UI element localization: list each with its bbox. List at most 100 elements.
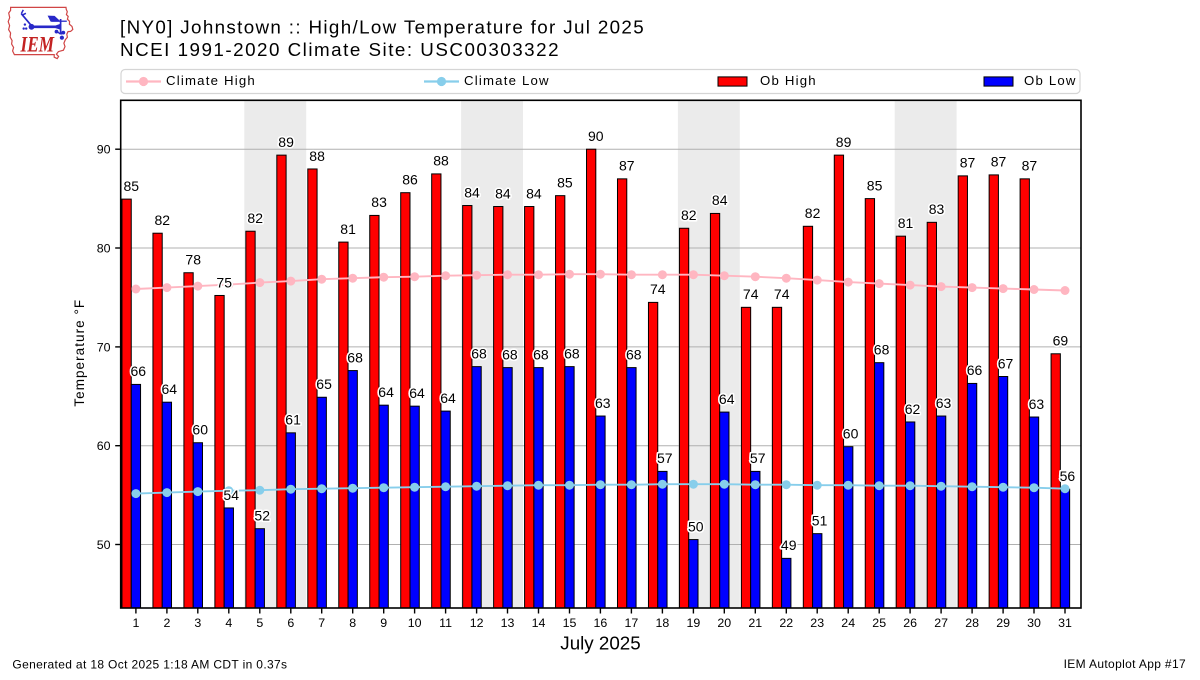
svg-text:IEM Autoplot App #17: IEM Autoplot App #17 bbox=[1064, 657, 1186, 671]
svg-text:19: 19 bbox=[687, 616, 701, 630]
svg-text:13: 13 bbox=[501, 616, 515, 630]
svg-text:74: 74 bbox=[743, 286, 759, 302]
svg-text:69: 69 bbox=[1053, 333, 1069, 349]
svg-text:57: 57 bbox=[750, 450, 766, 466]
svg-text:9: 9 bbox=[380, 616, 387, 630]
svg-text:NCEI 1991-2020 Climate Site: U: NCEI 1991-2020 Climate Site: USC00303322 bbox=[120, 39, 560, 60]
svg-text:11: 11 bbox=[439, 616, 452, 630]
svg-text:87: 87 bbox=[960, 155, 976, 171]
svg-text:78: 78 bbox=[185, 252, 201, 268]
svg-text:60: 60 bbox=[192, 422, 208, 438]
svg-text:24: 24 bbox=[841, 616, 855, 630]
svg-text:7: 7 bbox=[318, 616, 325, 630]
svg-text:18: 18 bbox=[656, 616, 670, 630]
svg-text:64: 64 bbox=[440, 390, 456, 406]
svg-text:20: 20 bbox=[717, 616, 731, 630]
svg-text:84: 84 bbox=[712, 192, 728, 208]
svg-text:68: 68 bbox=[502, 346, 518, 362]
svg-text:[NY0] Johnstown :: High/Low Te: [NY0] Johnstown :: High/Low Temperature … bbox=[120, 17, 645, 38]
svg-text:83: 83 bbox=[929, 201, 945, 217]
svg-text:Ob High: Ob High bbox=[760, 73, 817, 88]
svg-text:4: 4 bbox=[225, 616, 232, 630]
svg-text:89: 89 bbox=[278, 134, 294, 150]
svg-text:74: 74 bbox=[774, 286, 790, 302]
svg-text:52: 52 bbox=[254, 508, 270, 524]
svg-text:14: 14 bbox=[532, 616, 546, 630]
svg-text:Generated at 18 Oct 2025 1:18: Generated at 18 Oct 2025 1:18 AM CDT in … bbox=[12, 657, 287, 671]
svg-text:51: 51 bbox=[812, 512, 828, 528]
svg-text:31: 31 bbox=[1058, 616, 1072, 630]
svg-text:Climate High: Climate High bbox=[166, 73, 256, 88]
svg-text:75: 75 bbox=[216, 274, 232, 290]
svg-text:84: 84 bbox=[495, 185, 511, 201]
svg-text:50: 50 bbox=[97, 538, 111, 552]
svg-text:30: 30 bbox=[1027, 616, 1041, 630]
svg-text:64: 64 bbox=[409, 385, 425, 401]
svg-text:67: 67 bbox=[998, 355, 1014, 371]
svg-text:88: 88 bbox=[309, 148, 325, 164]
svg-text:60: 60 bbox=[843, 426, 859, 442]
svg-text:1: 1 bbox=[132, 616, 139, 630]
svg-text:68: 68 bbox=[471, 345, 487, 361]
svg-text:49: 49 bbox=[781, 537, 797, 553]
svg-text:6: 6 bbox=[287, 616, 294, 630]
svg-text:July 2025: July 2025 bbox=[560, 633, 640, 654]
svg-text:82: 82 bbox=[247, 210, 263, 226]
svg-text:63: 63 bbox=[1029, 396, 1045, 412]
svg-text:5: 5 bbox=[256, 616, 263, 630]
svg-text:28: 28 bbox=[965, 616, 979, 630]
svg-text:23: 23 bbox=[810, 616, 824, 630]
svg-text:15: 15 bbox=[563, 616, 577, 630]
svg-text:84: 84 bbox=[526, 185, 542, 201]
svg-text:21: 21 bbox=[748, 616, 762, 630]
svg-text:74: 74 bbox=[650, 281, 666, 297]
svg-text:2: 2 bbox=[163, 616, 170, 630]
svg-text:12: 12 bbox=[470, 616, 484, 630]
svg-text:56: 56 bbox=[1060, 468, 1076, 484]
svg-text:27: 27 bbox=[934, 616, 948, 630]
svg-text:68: 68 bbox=[874, 342, 890, 358]
svg-text:80: 80 bbox=[97, 241, 111, 255]
svg-text:85: 85 bbox=[867, 177, 883, 193]
svg-text:84: 84 bbox=[464, 184, 480, 200]
svg-text:87: 87 bbox=[1022, 158, 1038, 174]
svg-text:54: 54 bbox=[223, 487, 239, 503]
svg-text:83: 83 bbox=[371, 194, 387, 210]
svg-text:Climate Low: Climate Low bbox=[464, 73, 550, 88]
svg-text:82: 82 bbox=[155, 212, 171, 228]
svg-text:89: 89 bbox=[836, 134, 852, 150]
svg-text:81: 81 bbox=[340, 221, 356, 237]
svg-text:29: 29 bbox=[996, 616, 1010, 630]
svg-text:64: 64 bbox=[162, 381, 178, 397]
svg-text:68: 68 bbox=[626, 346, 642, 362]
svg-text:64: 64 bbox=[378, 384, 394, 400]
svg-text:86: 86 bbox=[402, 172, 418, 188]
svg-text:66: 66 bbox=[967, 362, 983, 378]
svg-text:87: 87 bbox=[991, 154, 1007, 170]
svg-text:81: 81 bbox=[898, 215, 914, 231]
svg-text:82: 82 bbox=[681, 207, 697, 223]
svg-text:87: 87 bbox=[619, 158, 635, 174]
svg-text:Temperature °F: Temperature °F bbox=[72, 299, 87, 407]
svg-text:68: 68 bbox=[533, 346, 549, 362]
svg-text:22: 22 bbox=[779, 616, 793, 630]
svg-text:90: 90 bbox=[588, 128, 604, 144]
svg-text:16: 16 bbox=[594, 616, 608, 630]
svg-text:25: 25 bbox=[872, 616, 886, 630]
svg-text:61: 61 bbox=[285, 412, 301, 428]
svg-text:82: 82 bbox=[805, 205, 821, 221]
svg-text:3: 3 bbox=[194, 616, 201, 630]
svg-text:88: 88 bbox=[433, 153, 449, 169]
svg-text:17: 17 bbox=[625, 616, 639, 630]
svg-text:57: 57 bbox=[657, 450, 673, 466]
svg-text:85: 85 bbox=[124, 178, 140, 194]
svg-text:64: 64 bbox=[719, 391, 735, 407]
svg-text:Ob Low: Ob Low bbox=[1024, 73, 1077, 88]
svg-text:63: 63 bbox=[595, 395, 611, 411]
svg-text:85: 85 bbox=[557, 175, 573, 191]
svg-text:10: 10 bbox=[408, 616, 422, 630]
svg-text:26: 26 bbox=[903, 616, 917, 630]
svg-text:90: 90 bbox=[97, 143, 111, 157]
svg-text:IEM: IEM bbox=[20, 31, 55, 56]
svg-text:60: 60 bbox=[97, 439, 111, 453]
